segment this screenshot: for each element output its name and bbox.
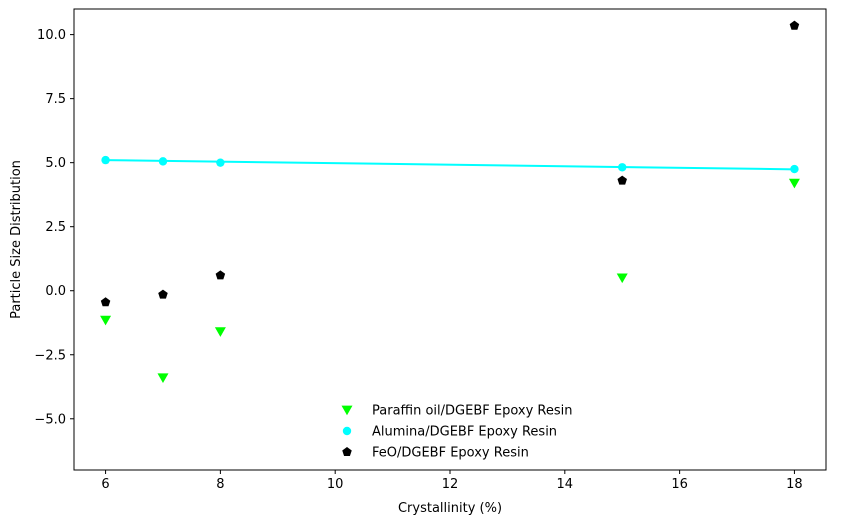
y-tick-label: 10.0 [37, 28, 66, 43]
x-tick-label: 12 [442, 477, 459, 492]
legend-marker [341, 405, 353, 416]
data-point [788, 178, 800, 189]
y-tick-label: 5.0 [45, 156, 66, 171]
y-tick-label: 7.5 [45, 92, 66, 107]
data-point [100, 297, 111, 307]
legend-marker [342, 447, 352, 457]
data-point [616, 273, 628, 284]
y-tick-label: 0.0 [45, 284, 66, 299]
x-tick-label: 18 [786, 477, 803, 492]
data-markers [100, 20, 800, 384]
legend-marker [342, 426, 352, 436]
data-point [100, 315, 112, 326]
data-point [215, 270, 226, 280]
x-tick-label: 14 [557, 477, 574, 492]
data-point [617, 175, 627, 185]
data-point [618, 163, 627, 172]
data-point [158, 289, 168, 299]
y-axis-label: Particle Size Distribution [9, 160, 24, 319]
data-point [101, 155, 110, 165]
legend-label: Paraffin oil/DGEBF Epoxy Resin [372, 404, 572, 419]
y-tick-label: 2.5 [45, 220, 66, 235]
legend: Paraffin oil/DGEBF Epoxy Resin Alumina/DG… [341, 404, 572, 461]
y-axis: −5.0 −2.5 0.0 2.5 5.0 7.5 10.0 [34, 28, 74, 427]
x-tick-label: 6 [101, 477, 109, 492]
data-point [216, 158, 225, 167]
x-axis-label: Crystallinity (%) [398, 501, 502, 516]
y-tick-label: −5.0 [34, 412, 66, 427]
x-tick-label: 16 [671, 477, 688, 492]
data-point [790, 164, 799, 174]
x-tick-label: 8 [216, 477, 224, 492]
legend-label: FeO/DGEBF Epoxy Resin [372, 446, 529, 461]
data-point [158, 157, 168, 166]
data-point [214, 327, 226, 337]
legend-label: Alumina/DGEBF Epoxy Resin [372, 425, 557, 440]
data-point [157, 373, 169, 384]
x-axis: 6 8 10 12 14 16 18 [101, 470, 803, 492]
x-tick-label: 10 [327, 477, 344, 492]
y-tick-label: −2.5 [34, 348, 66, 363]
data-point [789, 20, 800, 30]
